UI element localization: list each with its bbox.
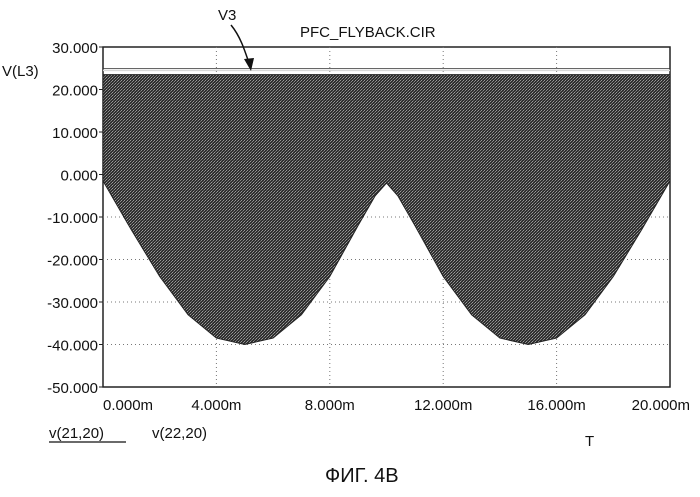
y-tick-label: -20.000: [47, 253, 98, 270]
x-tick-labels: 0.000m 4.000m 8.000m 12.000m 16.000m 20.000m: [103, 397, 690, 414]
x-tick-label: 4.000m: [191, 397, 241, 414]
y-tick-labels: 30.000 20.000 10.000 0.000 -10.000 -20.000 -30…: [47, 40, 103, 397]
legend-entry-2: v(22,20): [152, 425, 207, 442]
x-tick-label: 0.000m: [103, 397, 153, 414]
y-axis-label: V(L3): [2, 63, 39, 80]
v3-annotation-arrowhead: [244, 58, 254, 71]
y-tick-label: 0.000: [60, 168, 98, 185]
y-tick-label: -10.000: [47, 210, 98, 227]
y-tick-label: -30.000: [47, 295, 98, 312]
y-tick-label: 20.000: [52, 83, 98, 100]
v3-annotation: V3: [218, 7, 236, 24]
y-tick-label: 30.000: [52, 40, 98, 57]
legend-entry-1: v(21,20): [49, 425, 104, 442]
x-axis-label: T: [585, 433, 594, 450]
y-tick-label: -50.000: [47, 380, 98, 397]
chart-title: PFC_FLYBACK.CIR: [300, 24, 436, 41]
y-tick-label: 10.000: [52, 125, 98, 142]
y-tick-label: -40.000: [47, 338, 98, 355]
figure-caption: ФИГ. 4В: [325, 465, 399, 487]
x-tick-label: 16.000m: [527, 397, 585, 414]
x-tick-label: 12.000m: [414, 397, 472, 414]
x-tick-label: 20.000m: [632, 397, 690, 414]
series-envelope-v21-20: [102, 74, 671, 346]
series-layer: [102, 68, 671, 346]
x-tick-label: 8.000m: [305, 397, 355, 414]
